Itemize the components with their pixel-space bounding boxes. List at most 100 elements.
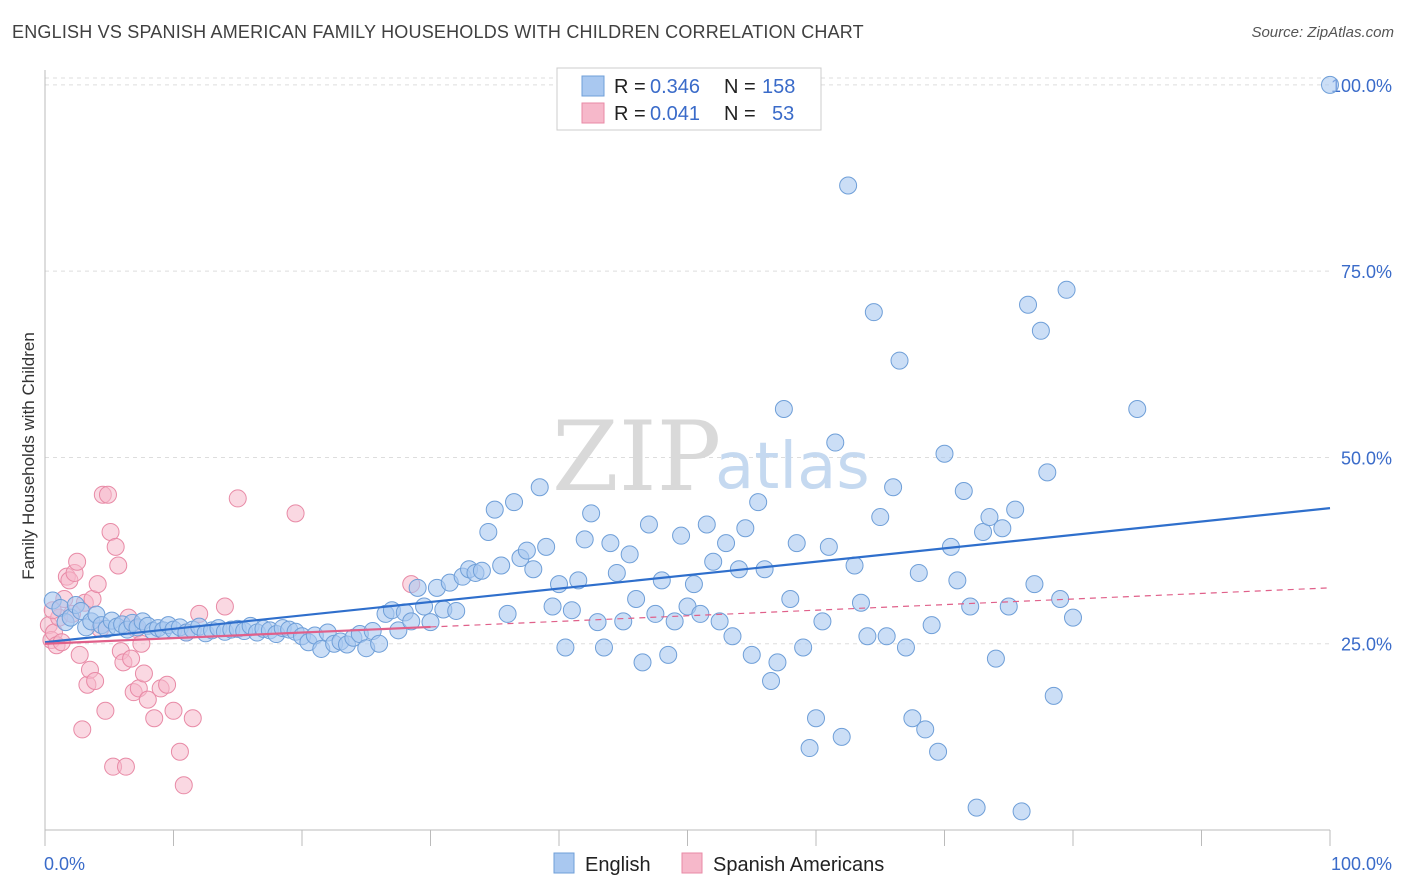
bottom-legend: English Spanish Americans — [553, 852, 884, 876]
english-point — [851, 593, 870, 612]
y-tick-label: 75.0% — [1341, 262, 1392, 282]
english-point — [607, 563, 626, 582]
english-point — [807, 709, 825, 728]
x-tick-label: 0.0% — [44, 854, 85, 874]
english-point — [787, 534, 806, 553]
spanish-point — [134, 664, 153, 683]
english-point — [845, 556, 864, 575]
english-point — [832, 727, 851, 746]
spanish-point — [116, 757, 135, 776]
english-point — [884, 478, 903, 497]
english-point — [672, 526, 691, 545]
english-point — [472, 561, 491, 580]
english-point — [530, 478, 549, 497]
english-point — [967, 798, 986, 817]
spanish-point — [96, 701, 115, 720]
legend-spanish-r-value: 0.041 — [650, 103, 700, 125]
english-point — [543, 597, 562, 616]
english-point — [948, 571, 967, 590]
english-point — [736, 519, 755, 538]
trend-lines — [44, 507, 1331, 645]
english-point — [909, 563, 928, 582]
english-point — [999, 597, 1018, 616]
english-point — [1006, 500, 1025, 519]
watermark: ZIP atlas — [552, 401, 870, 513]
english-point — [993, 519, 1012, 538]
english-point — [505, 493, 524, 512]
english-point — [370, 634, 389, 653]
english-point — [755, 560, 774, 579]
english-point — [594, 638, 613, 657]
english-point — [1012, 802, 1031, 821]
english-point — [665, 612, 684, 631]
spanish-point — [170, 742, 189, 761]
english-point — [1038, 463, 1057, 482]
english-point — [1031, 321, 1050, 340]
english-point — [916, 720, 935, 739]
spanish-point — [158, 675, 177, 694]
y-tick-label: 100.0% — [1331, 76, 1392, 96]
bottom-legend-spanish-label: Spanish Americans — [713, 854, 884, 876]
english-point — [537, 537, 556, 556]
spanish-point — [228, 489, 247, 508]
legend-spanish-r-label: R = — [614, 103, 646, 125]
english-point — [858, 627, 877, 646]
legend-box: R = 0.346 N = 158 R = 0.041 N = 53 — [556, 67, 822, 131]
english-point — [646, 604, 665, 623]
english-point — [447, 601, 466, 620]
english-point — [961, 597, 980, 616]
chart-title: ENGLISH VS SPANISH AMERICAN FAMILY HOUSE… — [12, 22, 864, 42]
y-tick-label: 25.0% — [1341, 635, 1392, 655]
english-point — [479, 522, 498, 541]
spanish-point — [164, 701, 183, 720]
english-point — [697, 515, 716, 534]
english-point — [896, 638, 915, 657]
english-point — [794, 638, 813, 657]
english-point — [710, 612, 729, 631]
english-point — [601, 534, 620, 553]
english-point — [800, 739, 819, 758]
tick-labels: 25.0% 50.0% 75.0% 100.0% 0.0% 100.0% — [44, 76, 1392, 874]
english-point — [614, 612, 633, 631]
english-point — [935, 444, 954, 463]
english-point — [974, 522, 993, 541]
english-point — [569, 571, 588, 590]
english-point — [1064, 608, 1082, 627]
spanish-point — [109, 556, 128, 575]
english-point — [813, 612, 832, 631]
x-tick-label: 100.0% — [1331, 854, 1392, 874]
english-point — [492, 556, 511, 575]
english-point — [717, 534, 736, 553]
legend-spanish-n-label: N = — [724, 103, 756, 125]
english-point — [819, 537, 838, 556]
spanish-trend-line-dashed — [430, 587, 1331, 628]
spanish-point — [286, 504, 305, 523]
spanish-point — [174, 776, 193, 795]
y-axis-label: Family Households with Children — [19, 332, 38, 580]
english-point — [582, 504, 601, 523]
series-spanish-points — [39, 485, 421, 795]
spanish-point — [86, 671, 105, 690]
english-point — [639, 515, 658, 534]
english-point — [929, 742, 948, 761]
english-point — [556, 638, 575, 657]
spanish-point — [122, 649, 141, 668]
spanish-point — [183, 709, 202, 728]
spanish-trend-line-solid — [44, 625, 431, 645]
english-point — [691, 604, 710, 623]
english-point — [524, 560, 543, 579]
watermark-atlas: atlas — [715, 430, 870, 504]
english-point — [627, 590, 646, 609]
english-point — [659, 645, 678, 664]
english-point — [562, 601, 581, 620]
english-point — [415, 597, 434, 616]
english-point — [890, 351, 909, 370]
english-point — [575, 530, 594, 549]
english-point — [864, 303, 883, 322]
english-point — [723, 627, 742, 646]
english-point — [588, 613, 607, 632]
english-point — [402, 612, 421, 631]
english-point — [1128, 400, 1147, 419]
english-point — [903, 709, 922, 728]
